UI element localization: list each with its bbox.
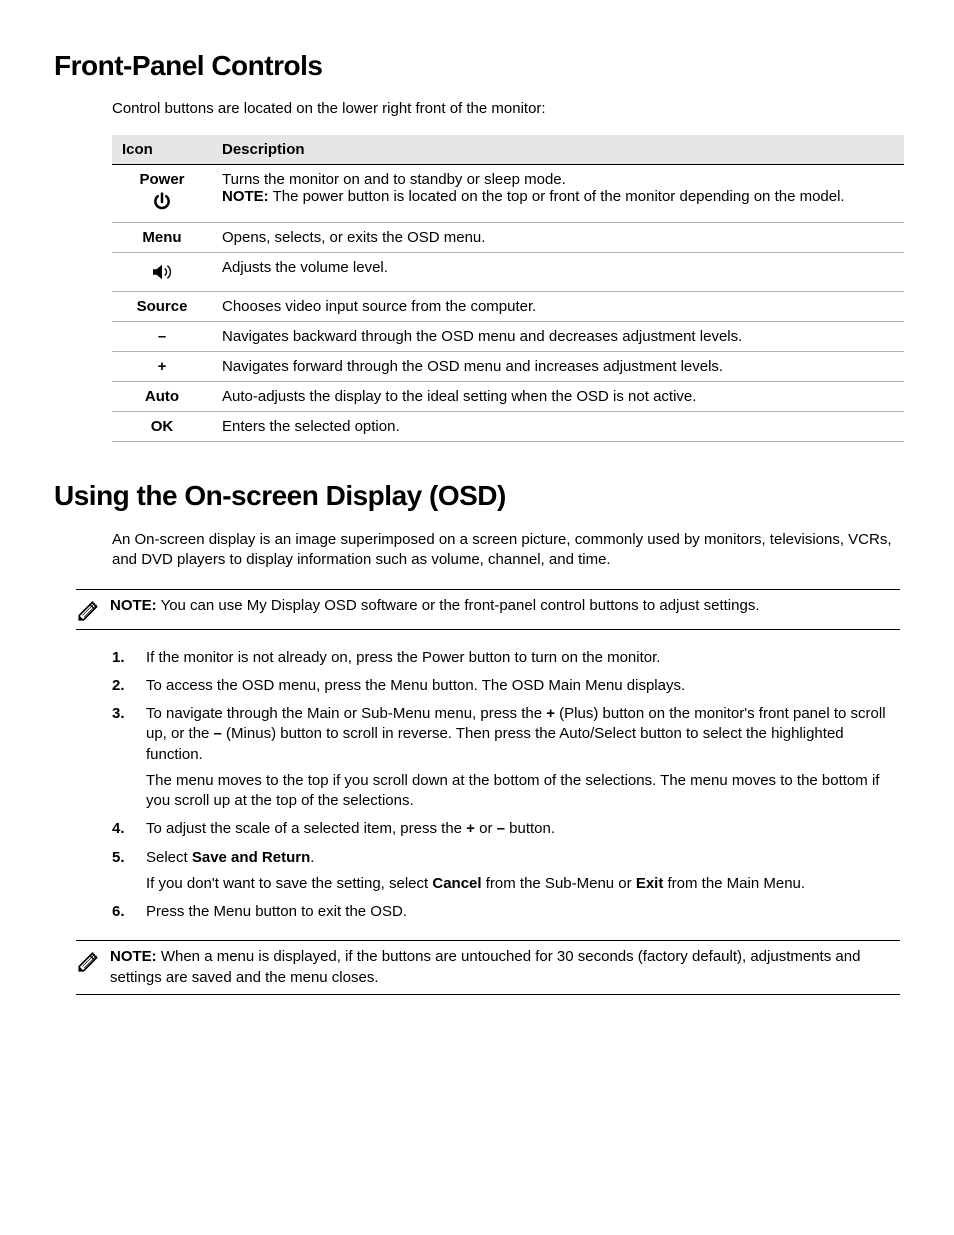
desc-text: Enters the selected option. xyxy=(222,418,400,435)
pencil-icon xyxy=(76,948,110,974)
step-subtext: If you don't want to save the setting, s… xyxy=(146,875,432,892)
icon-label-minus: – xyxy=(158,328,166,345)
table-row: OK Enters the selected option. xyxy=(112,412,904,442)
list-item: To adjust the scale of a selected item, … xyxy=(112,819,900,839)
table-row: – Navigates backward through the OSD men… xyxy=(112,322,904,352)
osd-intro: An On-screen display is an image superim… xyxy=(112,530,900,571)
icon-label-source: Source xyxy=(137,298,188,315)
step-text: Select xyxy=(146,849,192,866)
desc-text: Turns the monitor on and to standby or s… xyxy=(222,171,566,188)
minus-symbol: – xyxy=(497,820,505,837)
plus-symbol: + xyxy=(546,705,555,722)
step-subtext: from the Main Menu. xyxy=(663,875,805,892)
list-item: To navigate through the Main or Sub-Menu… xyxy=(112,704,900,811)
volume-icon xyxy=(151,263,173,281)
section-heading-osd: Using the On-screen Display (OSD) xyxy=(54,480,900,512)
list-item: Select Save and Return. If you don't wan… xyxy=(112,848,900,895)
table-row: Auto Auto-adjusts the display to the ide… xyxy=(112,382,904,412)
table-row: Source Chooses video input source from t… xyxy=(112,292,904,322)
note-text: The power button is located on the top o… xyxy=(269,188,845,205)
step-text: or xyxy=(475,820,497,837)
section-heading-front-panel: Front-Panel Controls xyxy=(54,50,900,82)
pencil-icon xyxy=(76,597,110,623)
save-return-label: Save and Return xyxy=(192,849,310,866)
note-label: NOTE: xyxy=(110,597,157,614)
list-item: Press the Menu button to exit the OSD. xyxy=(112,902,900,922)
table-row: Power Turns the monitor on and to standb… xyxy=(112,165,904,223)
note-text: When a menu is displayed, if the buttons… xyxy=(110,948,860,985)
step-text: To adjust the scale of a selected item, … xyxy=(146,820,466,837)
desc-text: Auto-adjusts the display to the ideal se… xyxy=(222,388,696,405)
power-icon xyxy=(152,192,172,212)
desc-text: Navigates backward through the OSD menu … xyxy=(222,328,742,345)
step-text: Press the Menu button to exit the OSD. xyxy=(146,903,407,920)
step-text: button. xyxy=(505,820,555,837)
step-text: (Minus) button to scroll in reverse. The… xyxy=(146,725,844,762)
desc-text: Adjusts the volume level. xyxy=(222,259,388,276)
minus-symbol: – xyxy=(214,725,222,742)
icon-label-ok: OK xyxy=(151,418,174,435)
table-row: + Navigates forward through the OSD menu… xyxy=(112,352,904,382)
step-text: . xyxy=(310,849,314,866)
table-header-icon: Icon xyxy=(112,135,212,165)
icon-label-auto: Auto xyxy=(145,388,179,405)
note-block: NOTE: You can use My Display OSD softwar… xyxy=(76,589,900,630)
controls-table: Icon Description Power Turns the monitor… xyxy=(112,135,904,442)
icon-label-menu: Menu xyxy=(142,229,181,246)
exit-label: Exit xyxy=(636,875,664,892)
table-row: Menu Opens, selects, or exits the OSD me… xyxy=(112,223,904,253)
table-header-description: Description xyxy=(212,135,904,165)
step-subtext: from the Sub-Menu or xyxy=(482,875,636,892)
step-text: To access the OSD menu, press the Menu b… xyxy=(146,677,685,694)
desc-text: Opens, selects, or exits the OSD menu. xyxy=(222,229,485,246)
list-item: If the monitor is not already on, press … xyxy=(112,648,900,668)
icon-label-power: Power xyxy=(139,171,184,188)
icon-label-plus: + xyxy=(158,358,167,375)
note-label: NOTE: xyxy=(222,188,269,205)
step-text: If the monitor is not already on, press … xyxy=(146,649,660,666)
note-text: You can use My Display OSD software or t… xyxy=(157,597,760,614)
step-text: To navigate through the Main or Sub-Menu… xyxy=(146,705,546,722)
note-block: NOTE: When a menu is displayed, if the b… xyxy=(76,940,900,995)
desc-text: Chooses video input source from the comp… xyxy=(222,298,536,315)
list-item: To access the OSD menu, press the Menu b… xyxy=(112,676,900,696)
steps-list: If the monitor is not already on, press … xyxy=(112,648,900,923)
cancel-label: Cancel xyxy=(432,875,481,892)
desc-text: Navigates forward through the OSD menu a… xyxy=(222,358,723,375)
table-row: Adjusts the volume level. xyxy=(112,253,904,292)
section-intro: Control buttons are located on the lower… xyxy=(112,100,900,117)
note-label: NOTE: xyxy=(110,948,157,965)
plus-symbol: + xyxy=(466,820,475,837)
step-subtext: The menu moves to the top if you scroll … xyxy=(146,771,900,812)
